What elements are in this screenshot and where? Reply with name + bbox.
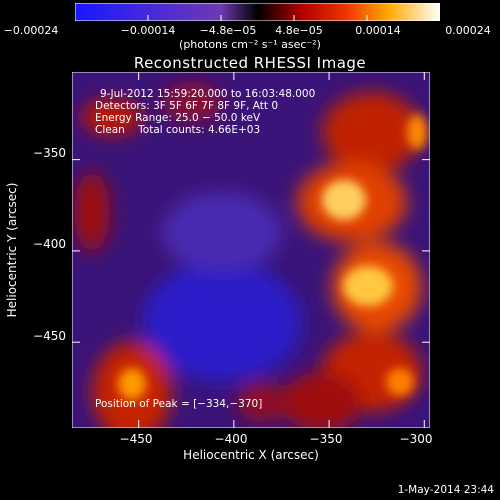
colorbar-tick-label: −0.00024	[3, 24, 59, 37]
method-counts-label: Clean Total counts: 4.66E+03	[95, 124, 261, 136]
x-tick-label: −450	[119, 432, 153, 446]
observation-time-label: 9‑Jul‑2012 15:59:20.000 to 16:03:48.000	[100, 88, 316, 100]
chart-title: Reconstructed RHESSI Image	[133, 54, 367, 72]
heatmap-hotspots	[118, 114, 427, 400]
y-tick-label: −450	[33, 329, 66, 343]
colorbar-gradient	[75, 3, 440, 21]
detectors-label: Detectors: 3F 5F 6F 7F 8F 9F, Att 0	[95, 100, 279, 112]
colorbar-tick-label: 0.00014	[355, 24, 401, 37]
x-tick-label: −350	[309, 432, 343, 446]
y-tick-label: −400	[33, 237, 66, 251]
peak-position-label: Position of Peak = [−334,−370]	[95, 398, 263, 410]
colorbar-tick-label: −0.00014	[120, 24, 176, 37]
colorbar-tick-label: 4.8e−05	[275, 24, 323, 37]
x-axis-label: Heliocentric X (arcsec)	[183, 448, 319, 462]
x-tick-label: −300	[399, 432, 433, 446]
y-axis-label: Heliocentric Y (arcsec)	[5, 182, 19, 318]
colorbar-units: (photons cm⁻² s⁻¹ asec⁻²)	[179, 38, 321, 51]
footer-timestamp: 1‑May‑2014 23:44	[397, 484, 494, 496]
energy-range-label: Energy Range: 25.0 − 50.0 keV	[95, 112, 261, 124]
x-tick-label: −400	[214, 432, 248, 446]
y-tick-label: −350	[33, 146, 66, 160]
colorbar	[75, 3, 440, 21]
plot-area	[72, 72, 430, 428]
colorbar-tick-label: 0.00024	[445, 24, 491, 37]
colorbar-tick-label: −4.8e−05	[199, 24, 257, 37]
heatmap-image	[74, 82, 422, 428]
